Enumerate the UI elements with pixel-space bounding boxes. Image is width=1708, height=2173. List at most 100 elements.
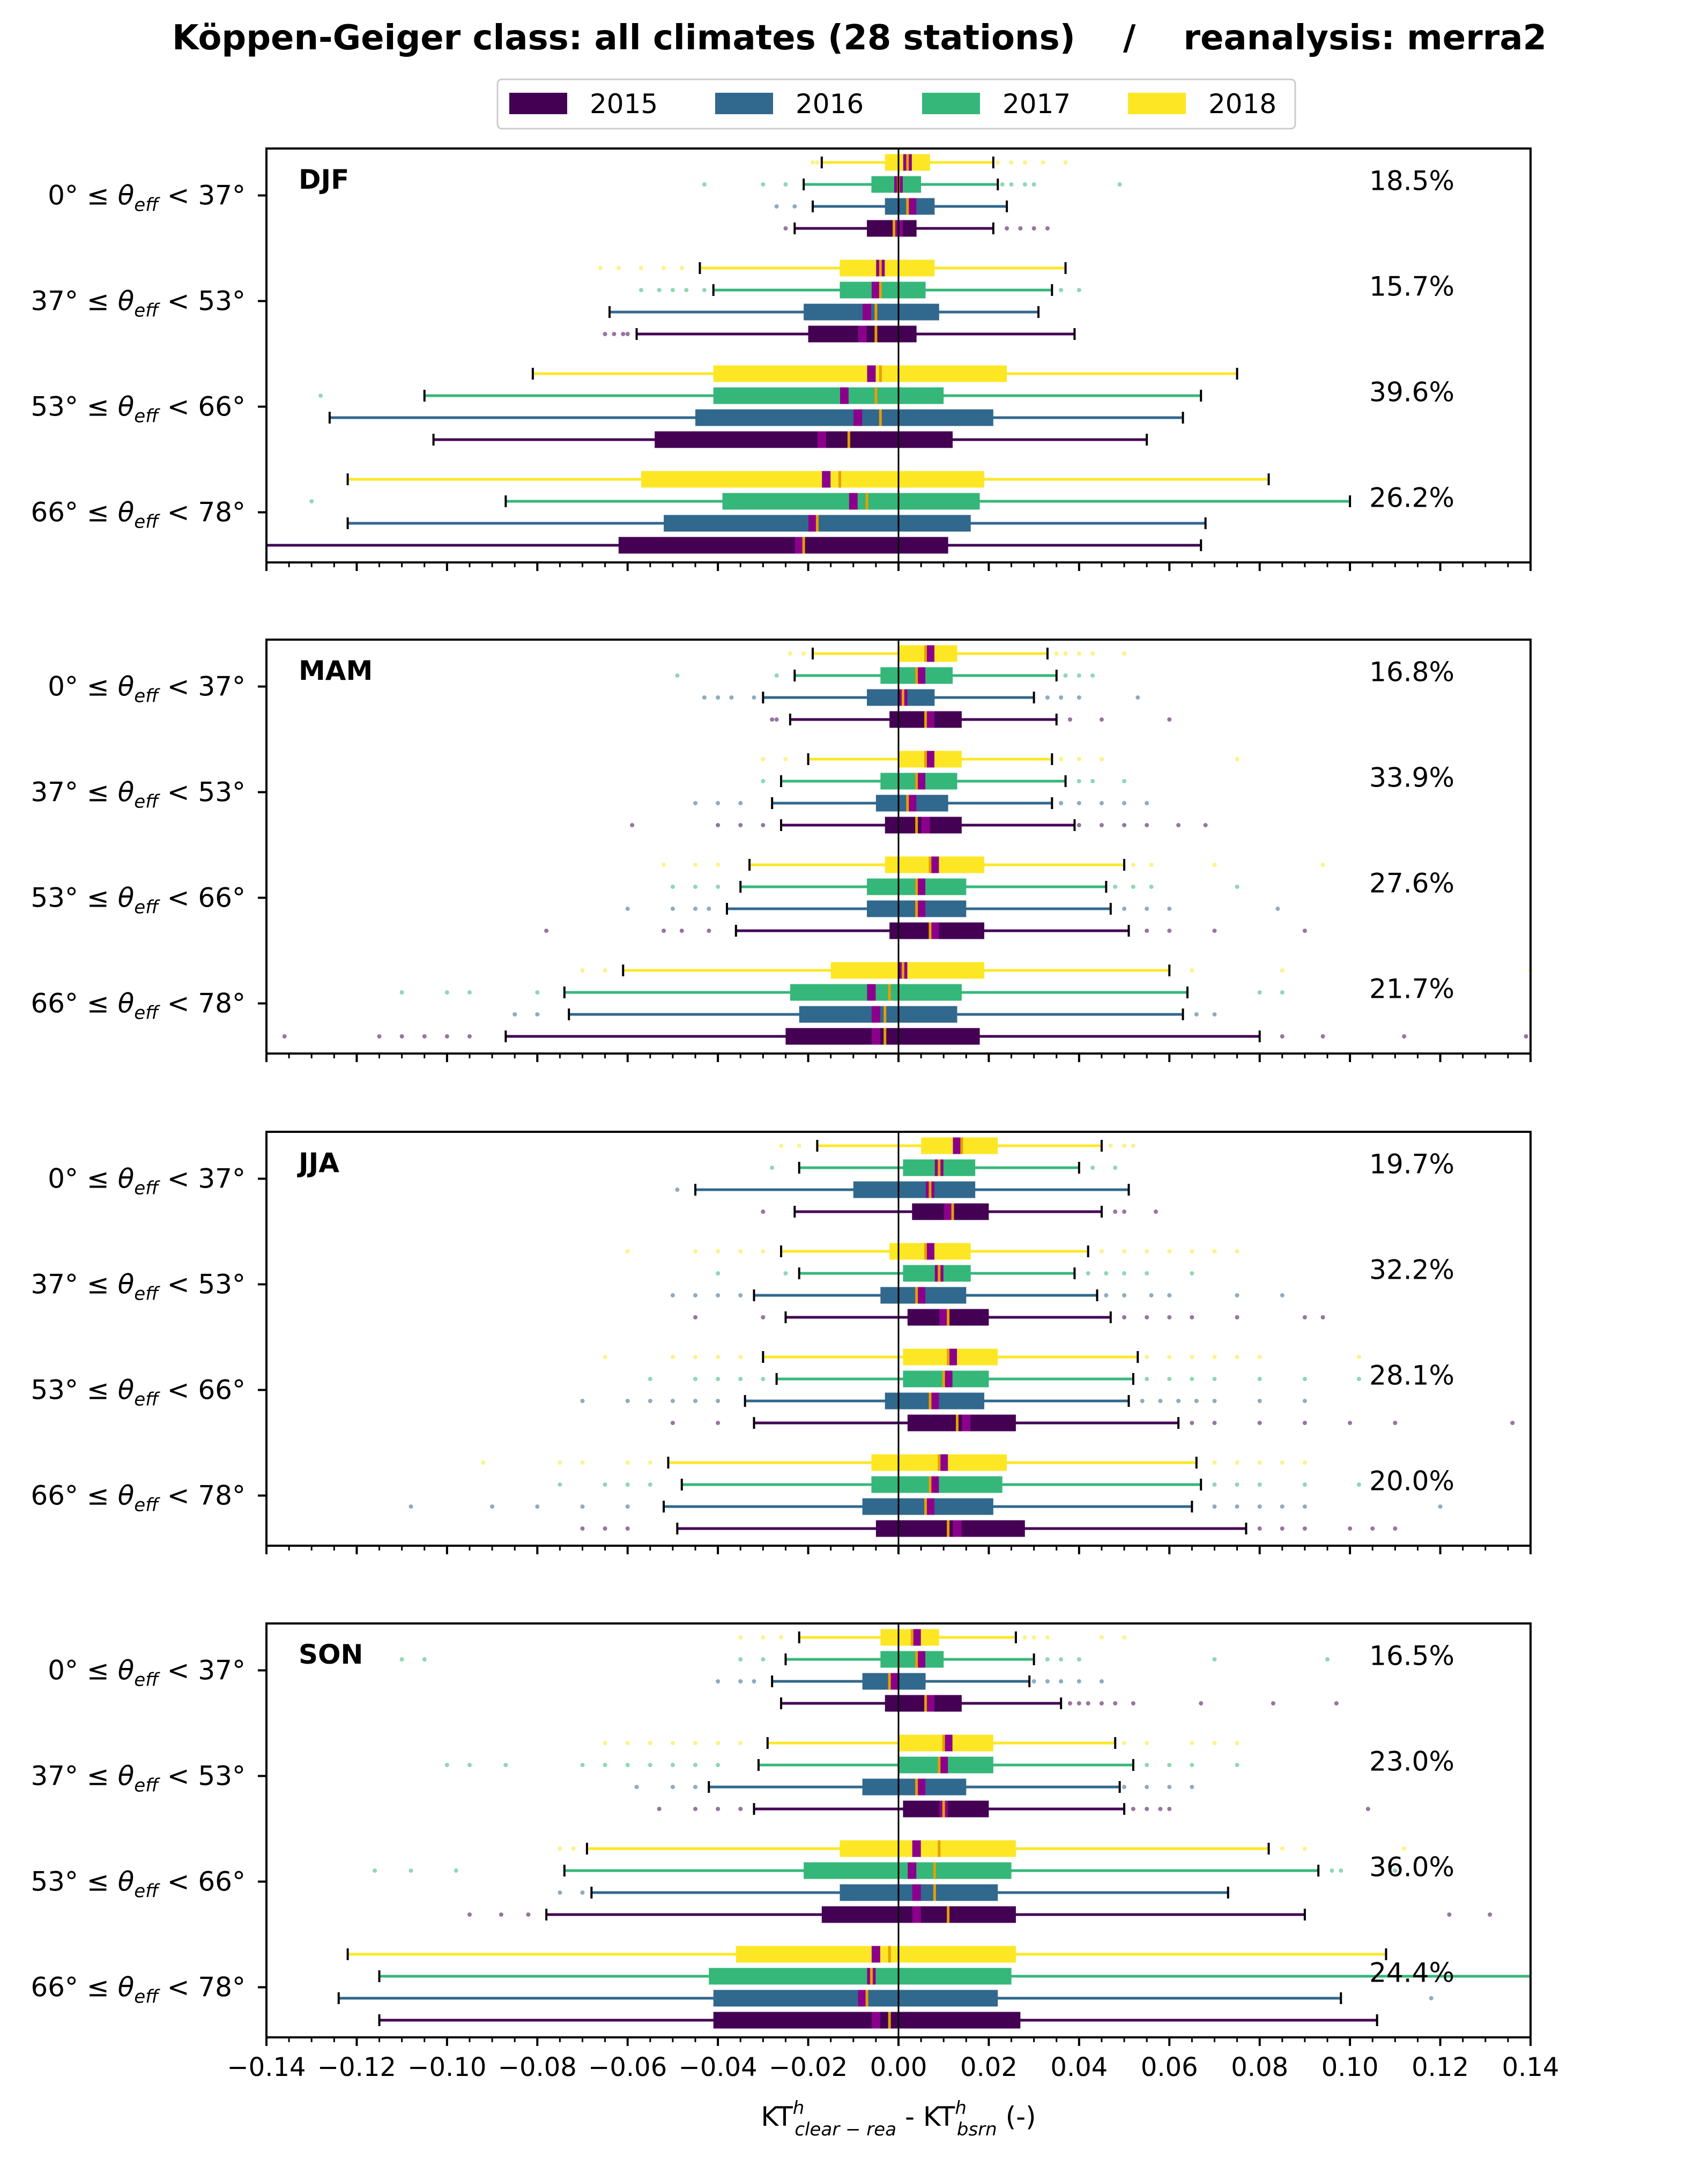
flier-point bbox=[1045, 226, 1050, 231]
flier-point bbox=[738, 1635, 743, 1640]
y-label-lt: < bbox=[159, 286, 198, 317]
flier-point bbox=[481, 1460, 486, 1465]
iqr-box bbox=[907, 1414, 1016, 1432]
flier-point bbox=[1086, 1271, 1090, 1275]
x-axis-label: KTh clear − rea - KTh bsrn (-) bbox=[761, 2097, 1036, 2140]
flier-point bbox=[679, 266, 684, 270]
mean-marker bbox=[912, 1840, 921, 1857]
y-label-leq: ≤ bbox=[78, 1375, 118, 1406]
mean-marker bbox=[867, 365, 876, 382]
flier-point bbox=[1076, 651, 1081, 656]
legend-frame bbox=[496, 78, 1296, 130]
box-2015 bbox=[378, 2012, 1378, 2029]
flier-point bbox=[1086, 1701, 1090, 1705]
flier-point bbox=[1076, 757, 1081, 761]
y-label-lt: < bbox=[159, 1269, 198, 1300]
flier-point bbox=[1090, 1166, 1095, 1170]
mean-marker bbox=[871, 1946, 880, 1963]
flier-point bbox=[422, 1034, 427, 1039]
y-label-lower: 66° bbox=[31, 1972, 78, 2003]
flier-point bbox=[1145, 1249, 1149, 1254]
box-2016 bbox=[716, 1673, 1104, 1690]
flier-point bbox=[1099, 1249, 1104, 1254]
y-label-lt: < bbox=[159, 882, 198, 914]
mean-marker bbox=[917, 878, 926, 895]
x-tick-label: −0.08 bbox=[498, 2052, 577, 2082]
y-label-upper: 53° bbox=[198, 286, 246, 317]
flier-point bbox=[693, 1315, 698, 1319]
flier-point bbox=[1257, 990, 1262, 995]
flier-point bbox=[1122, 907, 1127, 911]
group-percentage: 24.4% bbox=[1369, 1957, 1454, 1989]
mean-marker bbox=[925, 751, 934, 768]
flier-point bbox=[444, 1763, 449, 1767]
flier-point bbox=[1302, 1421, 1307, 1425]
legend-label-2018: 2018 bbox=[1208, 88, 1276, 120]
flier-point bbox=[1005, 226, 1009, 231]
flier-point bbox=[761, 1315, 766, 1319]
y-tick-label: 66° ≤ θeff < 78° bbox=[31, 1972, 246, 2008]
box-2018 bbox=[603, 1734, 1239, 1752]
flier-point bbox=[1190, 968, 1194, 973]
box-2017 bbox=[675, 667, 1095, 684]
y-label-lower: 53° bbox=[31, 391, 78, 422]
flier-point bbox=[1235, 1482, 1239, 1487]
legend-swatch-2016 bbox=[715, 93, 773, 114]
flier-point bbox=[1212, 1012, 1217, 1017]
flier-point bbox=[1212, 1377, 1217, 1381]
flier-point bbox=[693, 1249, 698, 1254]
y-label-leq: ≤ bbox=[78, 391, 118, 422]
mean-marker bbox=[962, 1414, 971, 1432]
flier-point bbox=[662, 266, 666, 270]
flier-point bbox=[716, 863, 721, 867]
mean-marker bbox=[908, 795, 917, 812]
flier-point bbox=[1330, 1868, 1334, 1873]
iqr-box bbox=[840, 1840, 1016, 1857]
flier-point bbox=[1388, 499, 1393, 503]
flier-point bbox=[693, 885, 698, 889]
mean-marker bbox=[840, 387, 849, 404]
flier-point bbox=[648, 1460, 652, 1465]
box-2017 bbox=[399, 984, 1284, 1001]
flier-point bbox=[707, 907, 711, 911]
mean-marker bbox=[948, 1348, 957, 1366]
flier-point bbox=[670, 1293, 675, 1297]
season-label: SON bbox=[299, 1639, 363, 1670]
iqr-box bbox=[880, 1651, 944, 1668]
flier-point bbox=[761, 1635, 766, 1640]
flier-point bbox=[716, 885, 721, 889]
y-label-lt: < bbox=[159, 497, 198, 528]
box-2016 bbox=[634, 1778, 1194, 1796]
mean-marker bbox=[930, 1476, 939, 1493]
box-2015 bbox=[761, 1203, 1159, 1220]
y-label-lower: 37° bbox=[31, 286, 78, 317]
group-percentage: 23.0% bbox=[1369, 1746, 1454, 1777]
flier-point bbox=[1320, 863, 1325, 867]
flier-point bbox=[1145, 1807, 1149, 1811]
flier-point bbox=[580, 1890, 585, 1895]
y-label-lower: 0° bbox=[48, 1655, 78, 1686]
box-2015 bbox=[770, 711, 1172, 728]
x-label-sub1: clear − rea bbox=[794, 2119, 896, 2140]
flier-point bbox=[1334, 1701, 1339, 1705]
mean-marker bbox=[925, 645, 934, 662]
flier-point bbox=[1099, 1701, 1104, 1705]
y-label-lower: 37° bbox=[31, 777, 78, 808]
flier-point bbox=[309, 499, 314, 503]
y-label-sub: eff bbox=[134, 1389, 160, 1411]
group-percentage: 21.7% bbox=[1369, 974, 1454, 1005]
legend-label-2016: 2016 bbox=[796, 88, 864, 120]
flier-point bbox=[1235, 1315, 1239, 1319]
y-label-theta: θ bbox=[118, 497, 135, 528]
flier-point bbox=[1348, 1421, 1353, 1425]
flier-point bbox=[738, 1741, 743, 1745]
flier-point bbox=[788, 651, 792, 656]
y-tick-label: 66° ≤ θeff < 78° bbox=[31, 497, 246, 533]
y-label-sub: eff bbox=[134, 897, 160, 918]
box-2016 bbox=[558, 1884, 1229, 1901]
flier-point bbox=[1059, 801, 1064, 805]
flier-point bbox=[815, 160, 820, 165]
flier-point bbox=[1212, 1460, 1217, 1465]
mean-marker bbox=[944, 1203, 953, 1220]
